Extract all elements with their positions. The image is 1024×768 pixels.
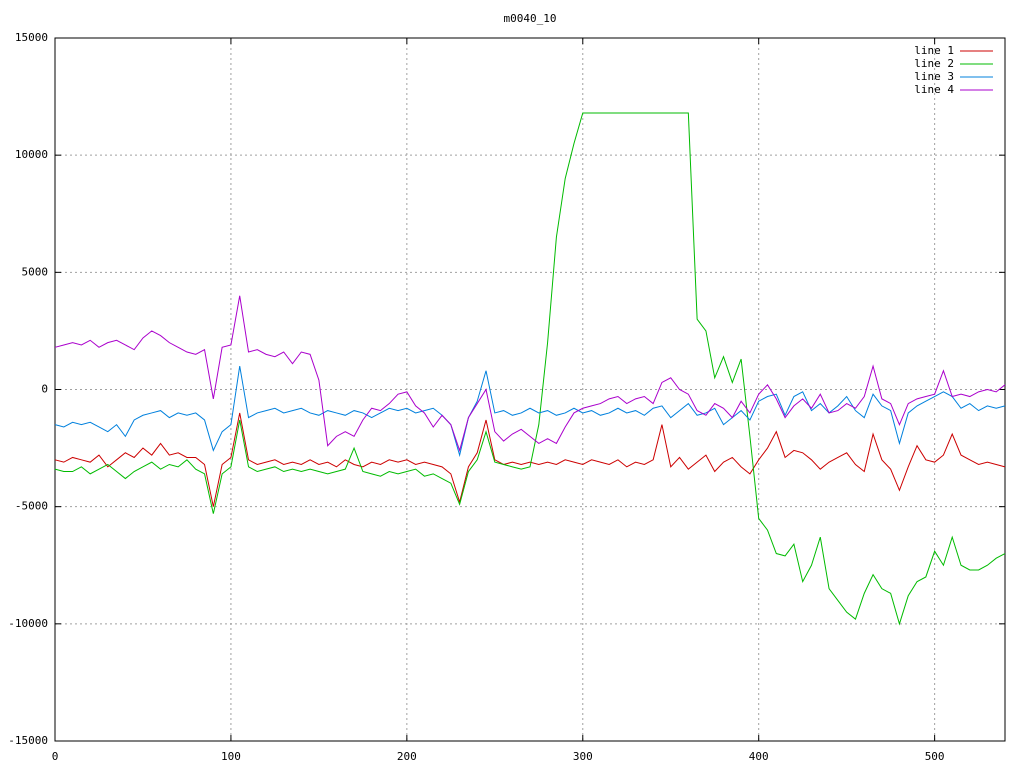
x-tick-label: 100: [221, 750, 241, 763]
x-tick-label: 200: [397, 750, 417, 763]
series-line: [54, 295, 1006, 453]
x-tick-label: 300: [573, 750, 593, 763]
series-line: [54, 365, 1006, 458]
legend-label: line 1: [914, 44, 954, 57]
y-tick-label: 10000: [15, 148, 48, 161]
legend-label: line 3: [914, 70, 954, 83]
x-tick-label: 500: [925, 750, 945, 763]
plot-border: [54, 37, 1006, 742]
series-line: [54, 112, 1006, 626]
y-tick-label: 5000: [22, 265, 49, 278]
y-tick-label: -5000: [15, 500, 48, 513]
legend-label: line 4: [914, 83, 954, 96]
legend-label: line 2: [914, 57, 954, 70]
chart-title: m0040_10: [504, 12, 557, 25]
x-tick-label: 0: [52, 750, 59, 763]
y-tick-label: 15000: [15, 31, 48, 44]
series-line: [54, 412, 1006, 507]
y-tick-label: 0: [41, 383, 48, 396]
x-tick-label: 400: [749, 750, 769, 763]
y-tick-label: -10000: [8, 617, 48, 630]
y-tick-label: -15000: [8, 734, 48, 747]
